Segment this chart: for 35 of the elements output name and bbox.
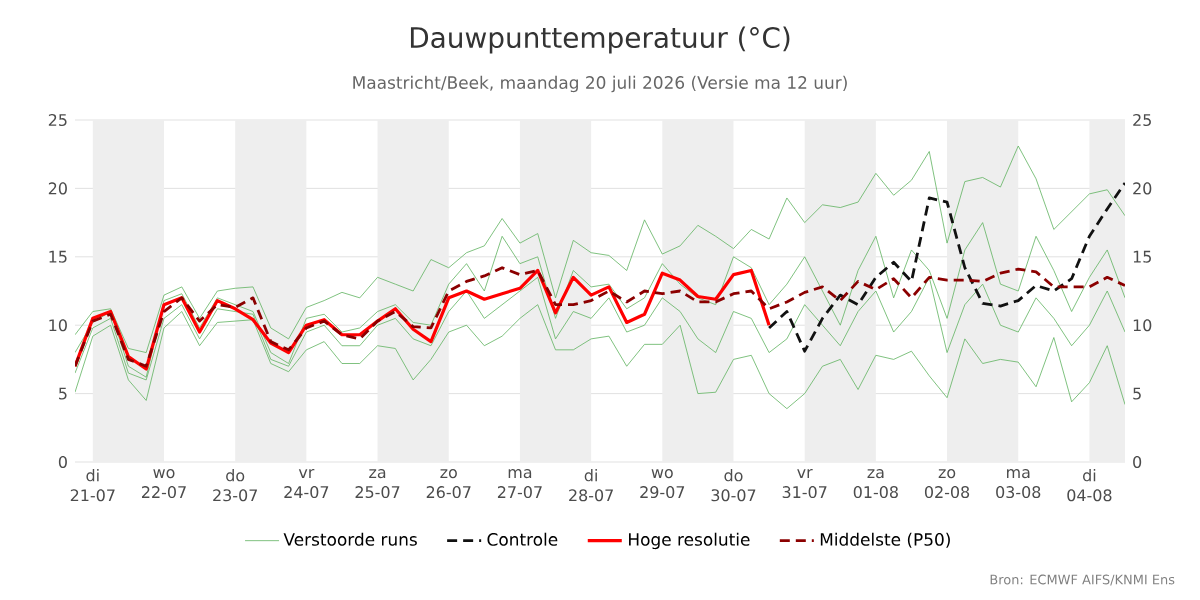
y-tick-label: 15 — [49, 250, 67, 263]
x-tick-label: ma 03-08 — [996, 469, 1041, 499]
x-tick-label: zo 02-08 — [924, 469, 970, 499]
x-tick-label: di 04-08 — [1067, 469, 1112, 502]
y2-tick-label: 0 — [1133, 455, 1142, 469]
x-tick-label: za 25-07 — [355, 469, 400, 499]
legend-label: Middelste (P50) — [820, 532, 950, 548]
y-tick-label: 0 — [58, 455, 67, 469]
chart-title: Dauwpunttemperatuur (°C) — [410, 26, 790, 54]
x-tick-label: di 21-07 — [70, 469, 115, 502]
x-tick-label: vr 31-07 — [782, 469, 827, 499]
y2-tick-label: 5 — [1133, 387, 1141, 400]
y-tick-label: 10 — [49, 319, 67, 332]
legend-label: Verstoorde runs — [283, 532, 417, 546]
x-tick-label: wo 29-07 — [640, 469, 685, 499]
x-tick-label: ma 27-07 — [497, 469, 542, 499]
x-tick-label: zo 26-07 — [426, 469, 471, 499]
x-tick-label: do 23-07 — [213, 469, 257, 502]
y2-tick-label: 15 — [1133, 250, 1151, 263]
y2-tick-label: 10 — [1133, 319, 1152, 332]
y-tick-label: 25 — [48, 113, 67, 127]
x-tick-label: wo 22-07 — [141, 469, 186, 499]
text: Bron: ECMWF AIFS/KNMI Ens — [990, 574, 1175, 586]
x-tick-label: do 30-07 — [711, 469, 756, 502]
legend-label: Controle — [487, 532, 558, 546]
y-tick-label: 20 — [48, 182, 67, 195]
line-series — [767, 181, 1126, 353]
chart-subtitle: Maastricht/Beek, maandag 20 juli 2026 (Versie ma 12 uur) — [353, 75, 847, 93]
legend-label: Hoge resolutie — [629, 532, 750, 550]
x-tick-label: za 01-08 — [853, 469, 898, 499]
x-tick-label: di 28-07 — [569, 469, 613, 502]
x-tick-label: vr 24-07 — [284, 469, 329, 499]
y-tick-label: 5 — [59, 387, 67, 400]
y2-tick-label: 25 — [1133, 113, 1151, 127]
y2-tick-label: 20 — [1133, 182, 1152, 195]
